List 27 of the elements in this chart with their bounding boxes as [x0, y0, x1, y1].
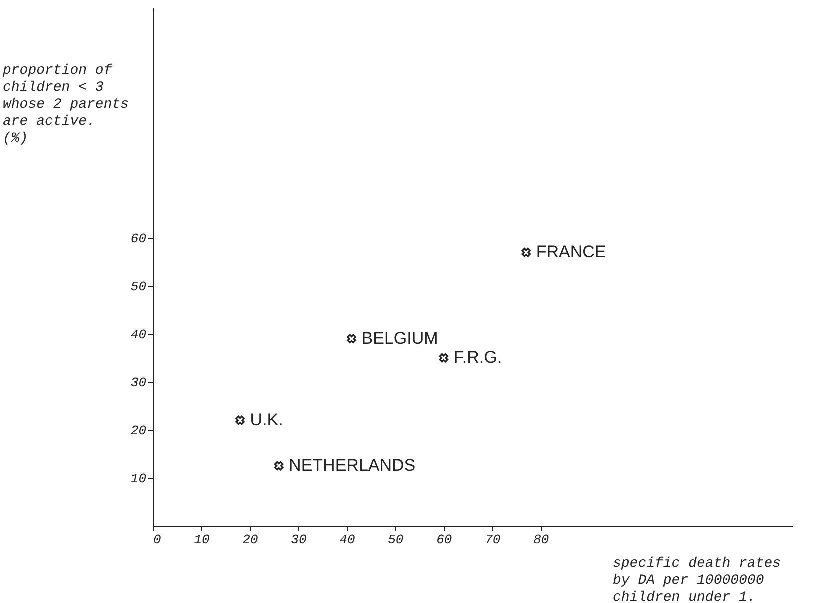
x-tick-label: 80: [534, 532, 550, 548]
y-tick-label: 60: [130, 232, 147, 247]
point: [347, 334, 356, 344]
x-tick-label: 40: [340, 532, 356, 548]
x-axis-title: specific death rates by DA per 10000000 children under 1.: [613, 556, 782, 603]
x-tick-label: 20: [242, 532, 258, 548]
annotation: NETHERLANDS: [289, 456, 416, 476]
x-tick-label: 50: [388, 532, 404, 548]
y-tick-label: 30: [130, 376, 147, 391]
y-tick-label: 40: [130, 328, 147, 343]
annotation: FRANCE: [536, 242, 606, 262]
x-tick-label: 0: [154, 532, 162, 548]
point: [236, 416, 245, 426]
annotation: U.K.: [250, 410, 284, 430]
y-tick-label: 50: [130, 280, 147, 295]
annotation: BELGIUM: [362, 328, 438, 348]
annotation: F.R.G.: [454, 348, 502, 368]
x-tick-label: 60: [436, 532, 452, 548]
y-axis-title: proportion of children < 3 whose 2 parents are active. (%): [2, 63, 130, 147]
x-tick-label: 10: [194, 532, 210, 548]
y-tick-label: 10: [130, 472, 147, 487]
point: [522, 248, 531, 258]
point: [274, 461, 284, 471]
x-tick-label: 30: [291, 532, 307, 548]
point: [439, 353, 449, 363]
x-tick-label: 70: [485, 532, 501, 548]
y-tick-label: 20: [130, 424, 147, 439]
